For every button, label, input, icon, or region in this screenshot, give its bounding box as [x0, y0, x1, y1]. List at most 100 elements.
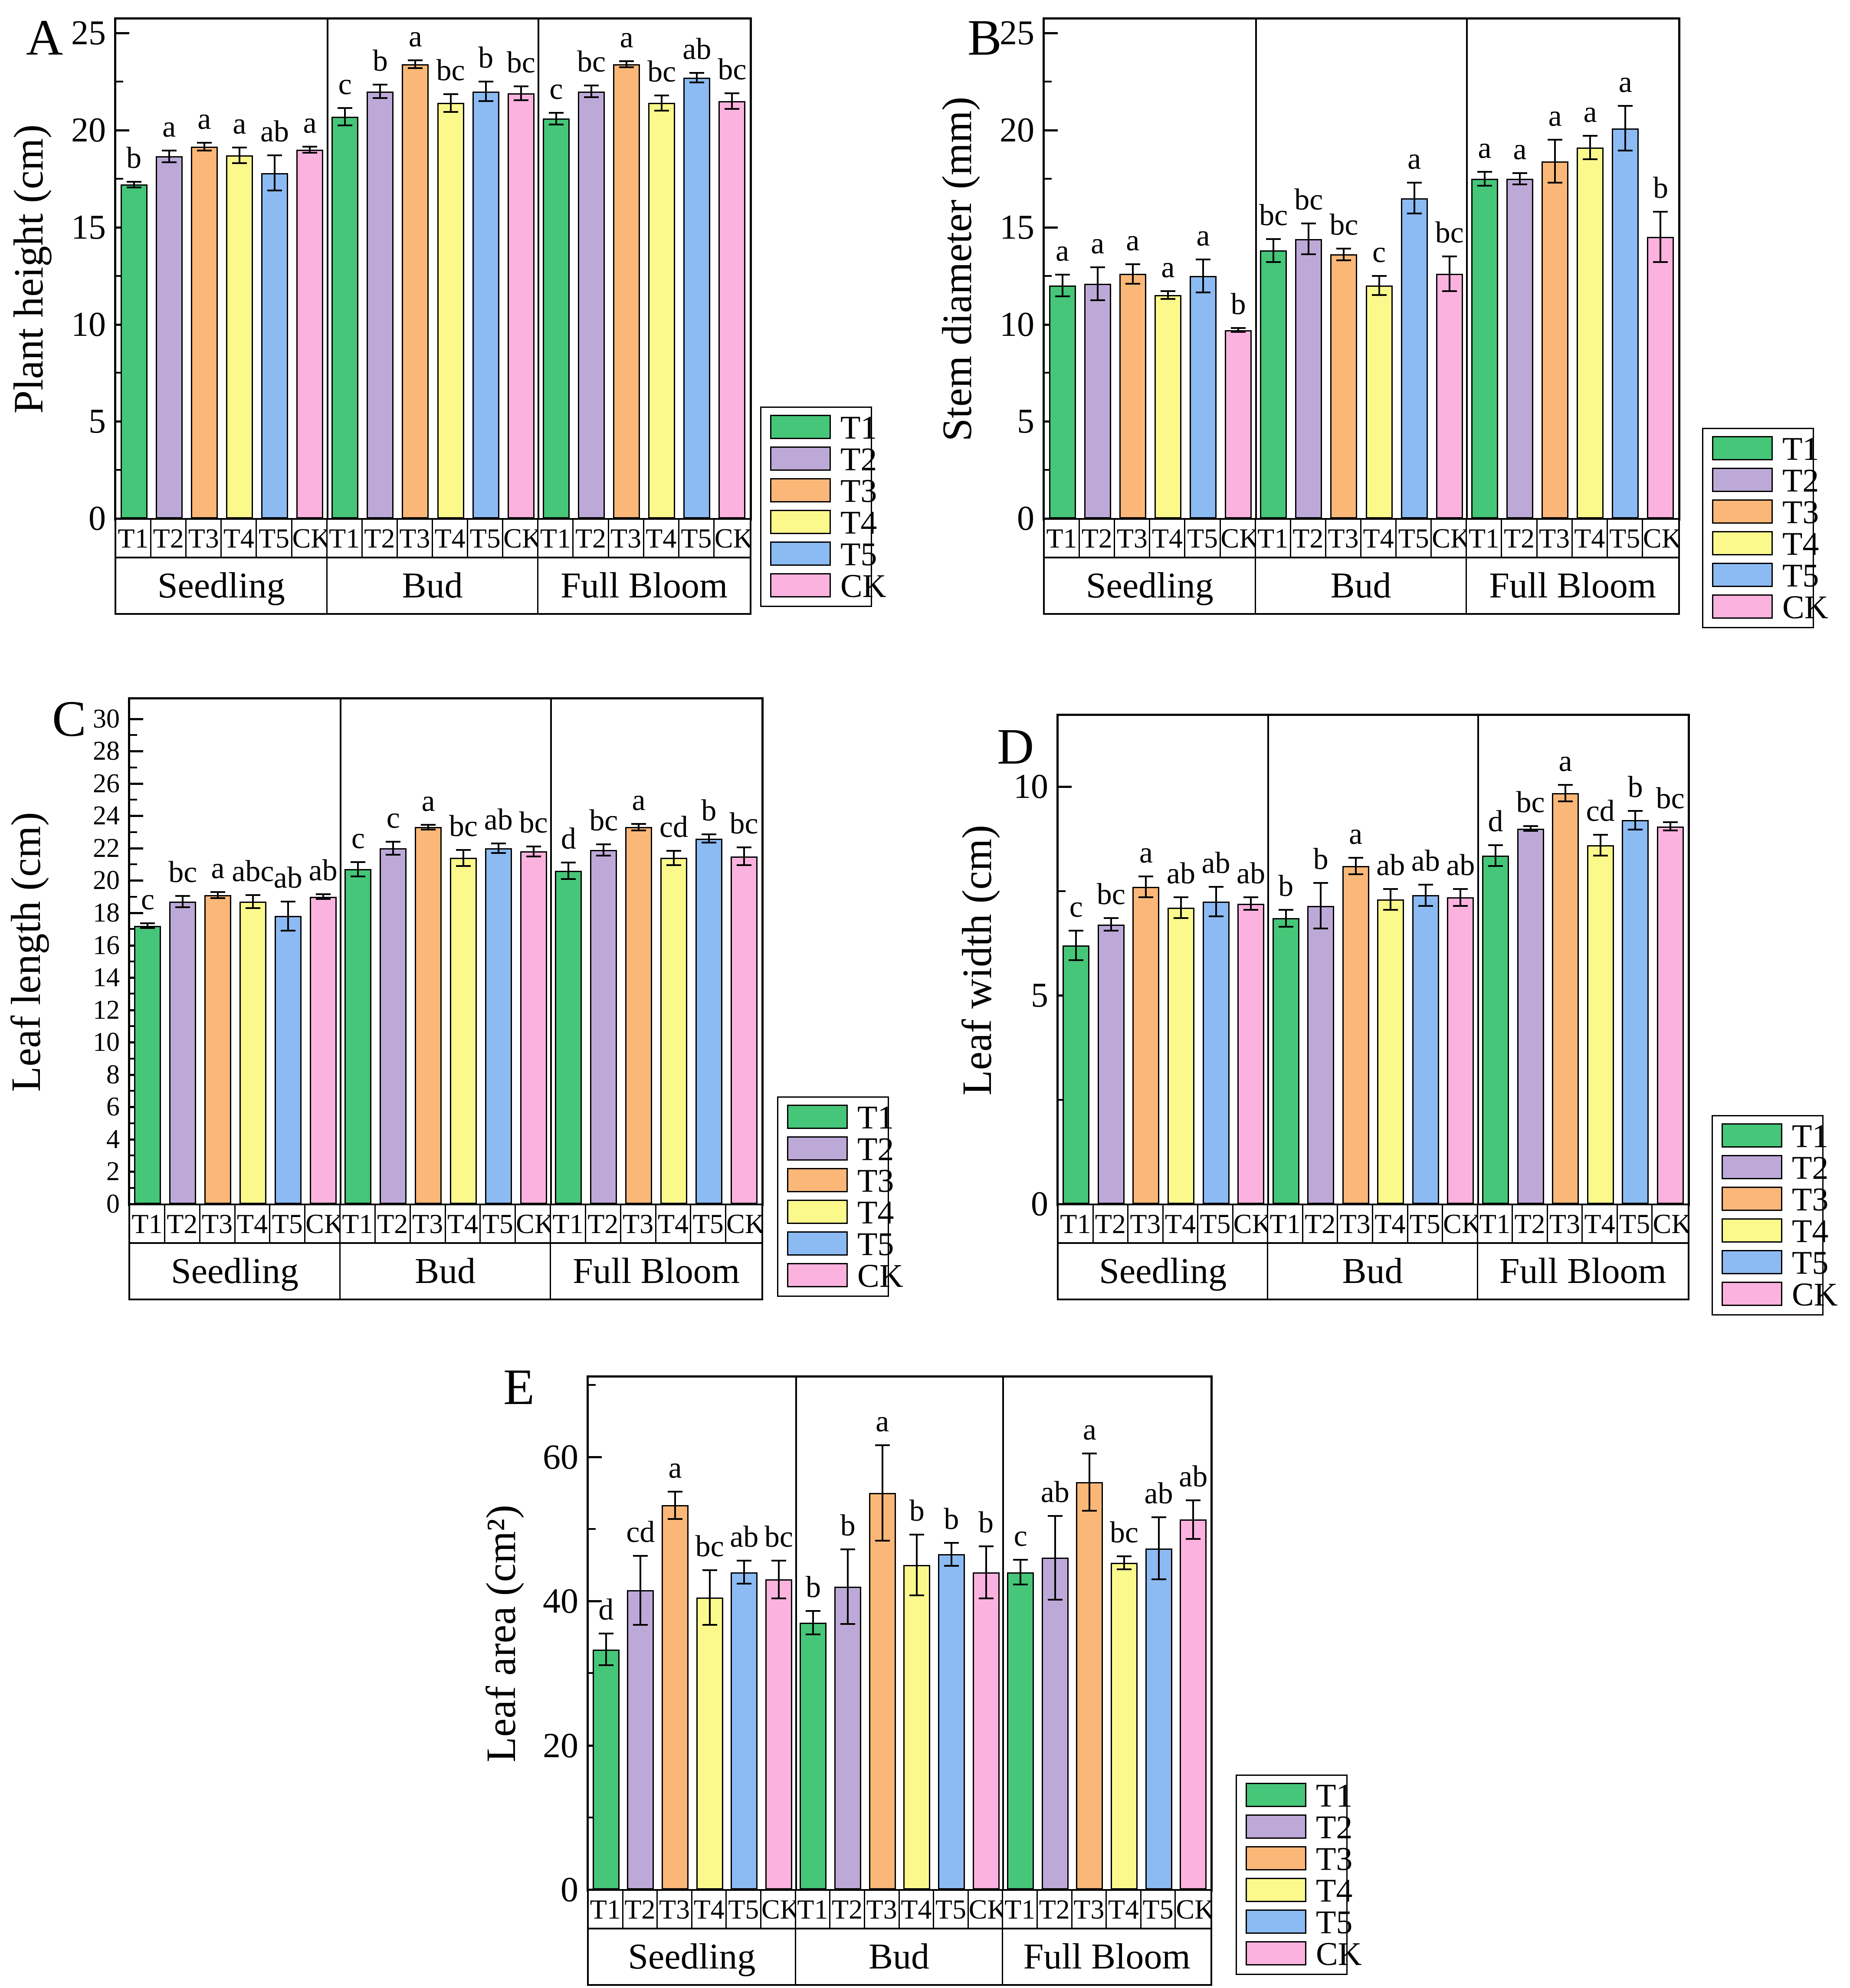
panel-B-error-bar: [1519, 173, 1521, 185]
panel-E-error-cap-bottom: [840, 1623, 856, 1625]
panel-A-error-cap-bottom: [302, 151, 318, 154]
panel-E-x-cell-T1: T1: [796, 1891, 831, 1928]
panel-C-error-cap-bottom: [351, 876, 366, 878]
panel-D-error-cap-top: [1069, 930, 1084, 932]
panel-D-x-treatment-row: T1 T2 T3 T4 T5 CK T1 T2 T3 T4 T5 CK T1 T2 T3 T4 T5 CK: [1057, 1204, 1689, 1244]
panel-D-sig-letter: a: [1558, 744, 1572, 778]
panel-D-bar-Bud-T3: [1342, 866, 1369, 1204]
panel-B-legend-swatch-T2: [1712, 468, 1773, 492]
panel-D-x-cell-T4: T4: [1373, 1205, 1408, 1242]
panel-B-legend-swatch-T4: [1712, 531, 1773, 555]
panel-E-sig-letter: bc: [695, 1529, 724, 1563]
panel-D-error-cap-bottom: [1453, 905, 1468, 907]
panel-E-error-cap-bottom: [1047, 1598, 1063, 1601]
panel-A-sig-letter: a: [233, 107, 246, 141]
panel-C-y-tick-label: 22: [93, 833, 120, 863]
panel-A-error-cap-top: [161, 150, 177, 152]
panel-E-error-cap-top: [1082, 1452, 1097, 1454]
panel-A-legend-swatch-T4: [770, 510, 831, 534]
panel-C-legend-swatch-CK: [787, 1263, 848, 1287]
panel-A-y-tick: [116, 129, 129, 132]
panel-B-error-cap-bottom: [1653, 261, 1668, 263]
panel-E-legend-label-T3: T3: [1316, 1841, 1353, 1877]
panel-E-legend-item-T4: T4: [1237, 1874, 1352, 1907]
panel-C-sig-letter: bc: [519, 806, 548, 840]
panel-D-x-cell-T1: T1: [1059, 1205, 1094, 1242]
panel-E-y-minor-tick: [589, 1528, 596, 1530]
panel-A-legend-swatch-CK: [770, 573, 831, 597]
panel-B-bar-FullBloom-T1: [1471, 178, 1498, 518]
panel-C-sig-letter: cd: [659, 810, 688, 844]
panel-B-error-cap-top: [1371, 275, 1387, 277]
panel-B-bar-Bud-T5: [1401, 198, 1428, 518]
panel-A-x-cell-T5: T5: [257, 520, 292, 557]
panel-C-error-bar: [147, 923, 149, 928]
panel-B-legend-swatch-T5: [1712, 563, 1773, 587]
panel-E-group-divider: [795, 1378, 797, 1890]
panel-C-bar-Seedling-T1: [134, 925, 161, 1204]
panel-C-bar-FullBloom-T2: [590, 850, 617, 1204]
panel-A-bar-Bud-T2: [367, 91, 394, 518]
panel-E-legend-item-T5: T5: [1237, 1906, 1352, 1939]
panel-A-x-group-cell-FullBloom: Full Bloom: [561, 565, 728, 606]
panel-E-error-cap-top: [1151, 1516, 1166, 1519]
panel-B-error-cap-top: [1512, 172, 1527, 174]
panel-E-bar-FullBloom-T3: [1076, 1482, 1103, 1890]
panel-A-y-tick-label: 20: [71, 111, 106, 150]
panel-B-y-tick: [1045, 129, 1058, 132]
panel-C-bar-Bud-CK: [520, 851, 547, 1204]
panel-B-legend-box: T1 T2 T3 T4 T5 CK: [1702, 428, 1828, 628]
panel-C-y-minor-tick: [130, 1090, 137, 1092]
panel-C-x-cell-T4: T4: [236, 1205, 271, 1242]
panel-C-y-minor-tick: [130, 1187, 137, 1189]
panel-C-x-cell-T3: T3: [200, 1205, 236, 1242]
panel-A-x-cell-CK: CK: [714, 523, 750, 554]
panel-C-y-tick: [130, 750, 143, 753]
panel-E-sig-letter: c: [1014, 1519, 1027, 1553]
panel-B-error-cap-bottom: [1618, 150, 1633, 152]
panel-D-x-cell-T3: T3: [1548, 1205, 1583, 1242]
panel-D-bar-FullBloom-T3: [1552, 793, 1579, 1204]
panel-B-legend-label-CK: CK: [1782, 589, 1828, 626]
panel-E-bar-FullBloom-CK: [1180, 1519, 1207, 1890]
panel-B-bar-Bud-CK: [1436, 274, 1463, 518]
panel-C-error-bar: [217, 892, 219, 899]
panel-B-bar-FullBloom-CK: [1647, 237, 1674, 518]
panel-B-error-cap-bottom: [1407, 213, 1422, 215]
panel-C-error-cap-bottom: [491, 852, 506, 854]
panel-B-y-tick-label: 25: [1000, 14, 1034, 52]
panel-C-x-group-row: Seedling Bud Full Bloom: [128, 1242, 763, 1300]
panel-A-sig-letter: b: [478, 41, 494, 75]
panel-D-legend-swatch-T1: [1722, 1123, 1782, 1148]
panel-A-y-minor-tick: [116, 372, 123, 374]
panel-C-legend-label-T1: T1: [857, 1099, 894, 1136]
panel-E-x-cell-T4: T4: [900, 1891, 935, 1928]
panel-C-group-divider: [340, 699, 341, 1204]
panel-C-bar-Bud-T5: [485, 848, 512, 1204]
panel-A-error-bar: [203, 143, 205, 151]
panel-C-y-minor-tick: [130, 896, 137, 898]
panel-D-legend-item-T3: T3: [1713, 1183, 1828, 1216]
panel-A-x-cell-T1: T1: [116, 520, 152, 557]
panel-C-error-cap-top: [456, 849, 471, 851]
panel-B-x-cell-T2: T2: [1080, 520, 1115, 557]
panel-B-sig-letter: a: [1056, 234, 1069, 268]
panel-C-legend-label-T5: T5: [857, 1226, 894, 1263]
panel-C-error-cap-bottom: [175, 906, 190, 908]
panel-E-sig-letter: b: [944, 1502, 959, 1536]
panel-C-y-tick-label: 2: [106, 1157, 120, 1187]
panel-A-y-axis-label: Plant height (cm): [5, 124, 52, 414]
panel-B-error-cap-bottom: [1336, 259, 1351, 261]
panel-C-error-cap-bottom: [596, 854, 611, 856]
panel-E-error-bar: [916, 1535, 918, 1595]
panel-D-x-cell-T2: T2: [1094, 1205, 1129, 1242]
panel-A-sig-letter: a: [197, 102, 211, 136]
panel-B-y-tick-label: 0: [1017, 499, 1034, 538]
panel-D-error-cap-bottom: [1418, 905, 1433, 907]
panel-E-x-cell-T2: T2: [830, 1891, 865, 1928]
panel-A-y-minor-tick: [116, 469, 123, 471]
panel-A-error-cap-bottom: [373, 97, 388, 99]
panel-D-error-bar: [1110, 918, 1112, 931]
panel-C-x-cell-T5: T5: [270, 1205, 306, 1242]
panel-C-error-cap-bottom: [280, 930, 295, 932]
